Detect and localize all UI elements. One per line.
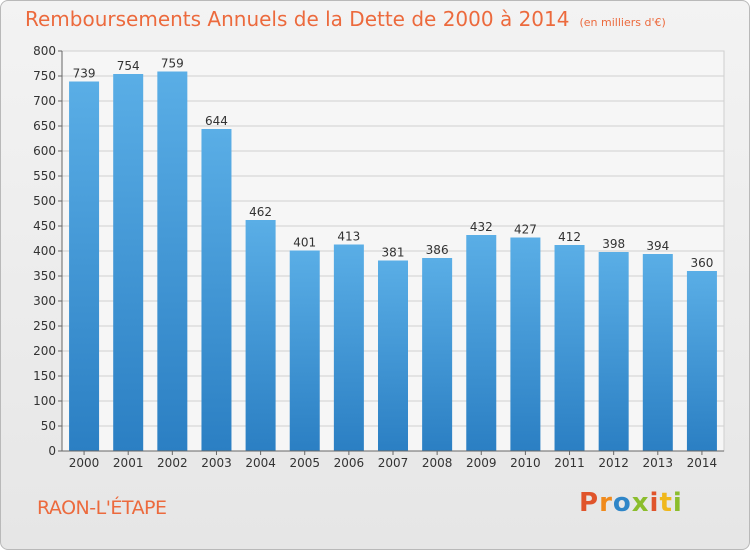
x-tick-label-2008: 2008: [422, 456, 453, 470]
bar-2008: [422, 258, 453, 451]
x-tick-label-2007: 2007: [378, 456, 409, 470]
x-tick-label-2010: 2010: [510, 456, 541, 470]
y-tick-label: 250: [33, 319, 56, 333]
bar-2001: [113, 74, 144, 451]
data-label-2007: 381: [382, 246, 405, 260]
x-tick-label-2002: 2002: [157, 456, 188, 470]
y-tick-label: 50: [41, 419, 56, 433]
bar-2010: [510, 237, 541, 451]
x-tick-label-2003: 2003: [201, 456, 232, 470]
bar-2004: [245, 220, 276, 451]
data-label-2011: 412: [558, 230, 581, 244]
data-label-2014: 360: [690, 256, 713, 270]
data-label-2006: 413: [337, 230, 360, 244]
data-label-2001: 754: [117, 59, 140, 73]
y-tick-label: 650: [33, 119, 56, 133]
y-tick-label: 0: [48, 444, 56, 458]
bar-2012: [598, 252, 629, 451]
data-label-2003: 644: [205, 114, 228, 128]
x-tick-label-2012: 2012: [598, 456, 629, 470]
data-label-2012: 398: [602, 237, 625, 251]
x-tick-label-2004: 2004: [245, 456, 276, 470]
proxiti-logo[interactable]: Proxiti: [579, 488, 683, 518]
chart-title-text: Remboursements Annuels de la Dette de 20…: [25, 7, 570, 31]
y-tick-label: 150: [33, 369, 56, 383]
bar-2005: [289, 250, 320, 451]
data-label-2005: 401: [293, 236, 316, 250]
y-tick-label: 550: [33, 169, 56, 183]
data-label-2002: 759: [161, 57, 184, 71]
x-tick-label-2013: 2013: [643, 456, 674, 470]
x-tick-label-2011: 2011: [554, 456, 585, 470]
x-tick-label-2009: 2009: [466, 456, 497, 470]
y-tick-label: 600: [33, 144, 56, 158]
bar-2011: [554, 245, 585, 451]
y-tick-label: 500: [33, 194, 56, 208]
chart-subtitle: (en milliers d'€): [579, 16, 666, 29]
city-name: RAON-L'ÉTAPE: [37, 497, 167, 519]
y-tick-label: 300: [33, 294, 56, 308]
bar-2002: [157, 71, 188, 451]
bar-2003: [201, 129, 232, 451]
x-tick-label-2014: 2014: [687, 456, 718, 470]
y-tick-label: 450: [33, 219, 56, 233]
bar-2014: [686, 271, 717, 451]
data-label-2004: 462: [249, 205, 272, 219]
x-tick-label-2006: 2006: [334, 456, 365, 470]
y-tick-label: 800: [33, 44, 56, 58]
bar-2013: [642, 254, 673, 451]
y-tick-label: 750: [33, 69, 56, 83]
y-tick-label: 400: [33, 244, 56, 258]
data-label-2008: 386: [426, 243, 449, 257]
y-tick-label: 700: [33, 94, 56, 108]
bar-2007: [378, 260, 408, 451]
y-tick-label: 200: [33, 344, 56, 358]
chart-title: Remboursements Annuels de la Dette de 20…: [25, 7, 666, 31]
x-tick-label-2001: 2001: [113, 456, 144, 470]
x-tick-label-2005: 2005: [289, 456, 320, 470]
data-label-2009: 432: [470, 220, 493, 234]
bar-2000: [69, 81, 100, 451]
bar-2006: [333, 244, 364, 451]
y-tick-label: 350: [33, 269, 56, 283]
data-label-2010: 427: [514, 223, 537, 237]
data-label-2013: 394: [646, 239, 669, 253]
y-tick-label: 100: [33, 394, 56, 408]
x-tick-label-2000: 2000: [69, 456, 100, 470]
bar-2009: [466, 235, 497, 451]
data-label-2000: 739: [73, 67, 96, 81]
